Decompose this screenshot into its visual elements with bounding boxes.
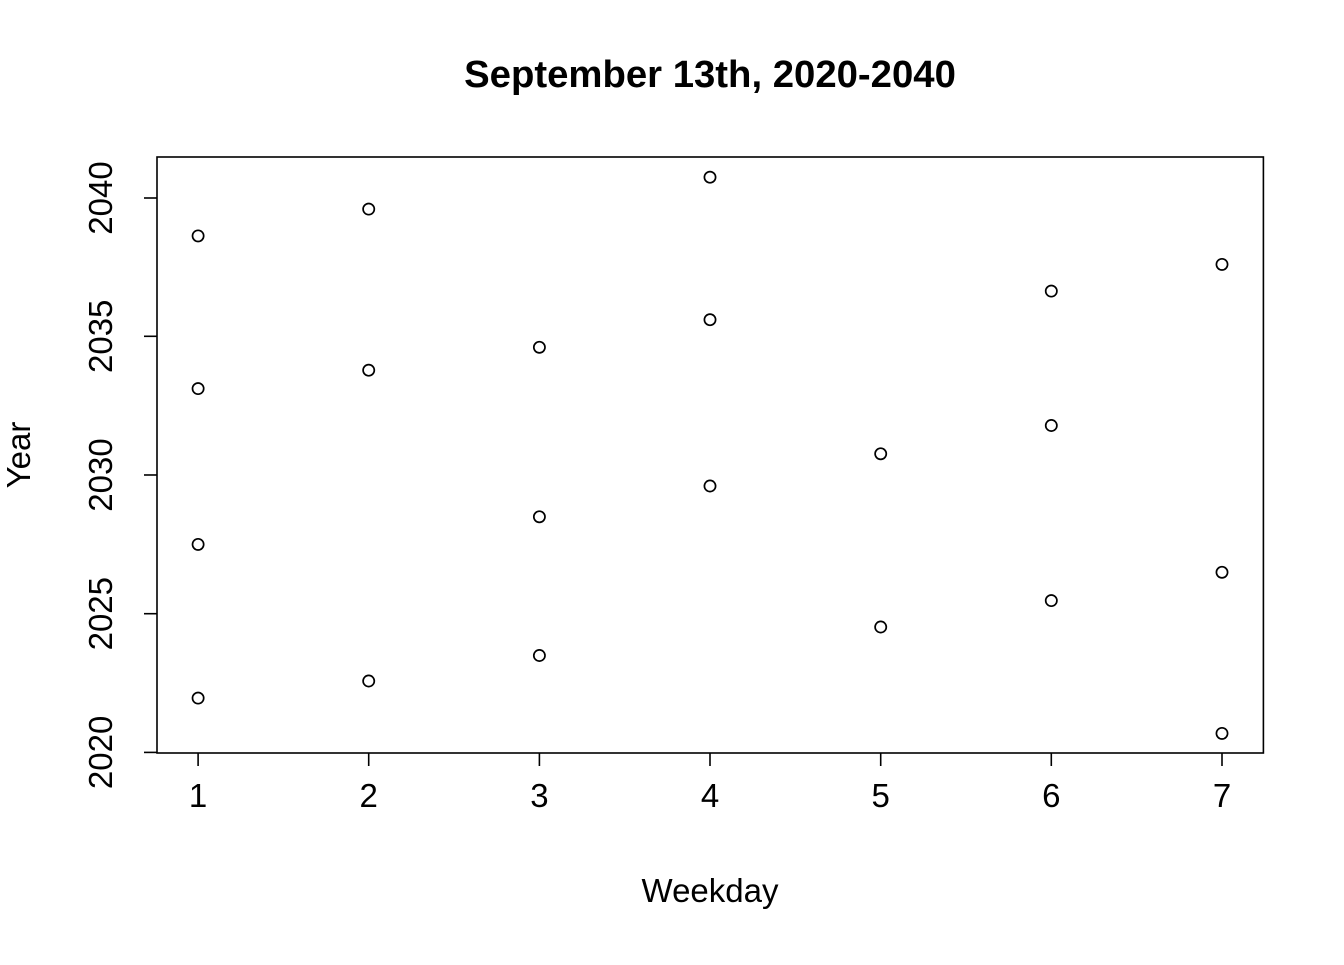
svg-text:2020: 2020 <box>82 716 119 789</box>
svg-text:2025: 2025 <box>82 577 119 650</box>
svg-text:September 13th, 2020-2040: September 13th, 2020-2040 <box>464 53 956 96</box>
svg-text:2: 2 <box>360 777 378 814</box>
svg-text:1: 1 <box>189 777 207 814</box>
svg-text:Year: Year <box>0 422 37 489</box>
svg-text:2035: 2035 <box>82 300 119 373</box>
svg-text:2040: 2040 <box>82 161 119 234</box>
svg-text:Weekday: Weekday <box>642 872 779 909</box>
svg-text:5: 5 <box>872 777 890 814</box>
svg-text:2030: 2030 <box>82 438 119 511</box>
svg-text:7: 7 <box>1213 777 1231 814</box>
svg-text:6: 6 <box>1042 777 1060 814</box>
svg-text:3: 3 <box>530 777 548 814</box>
svg-text:4: 4 <box>701 777 719 814</box>
